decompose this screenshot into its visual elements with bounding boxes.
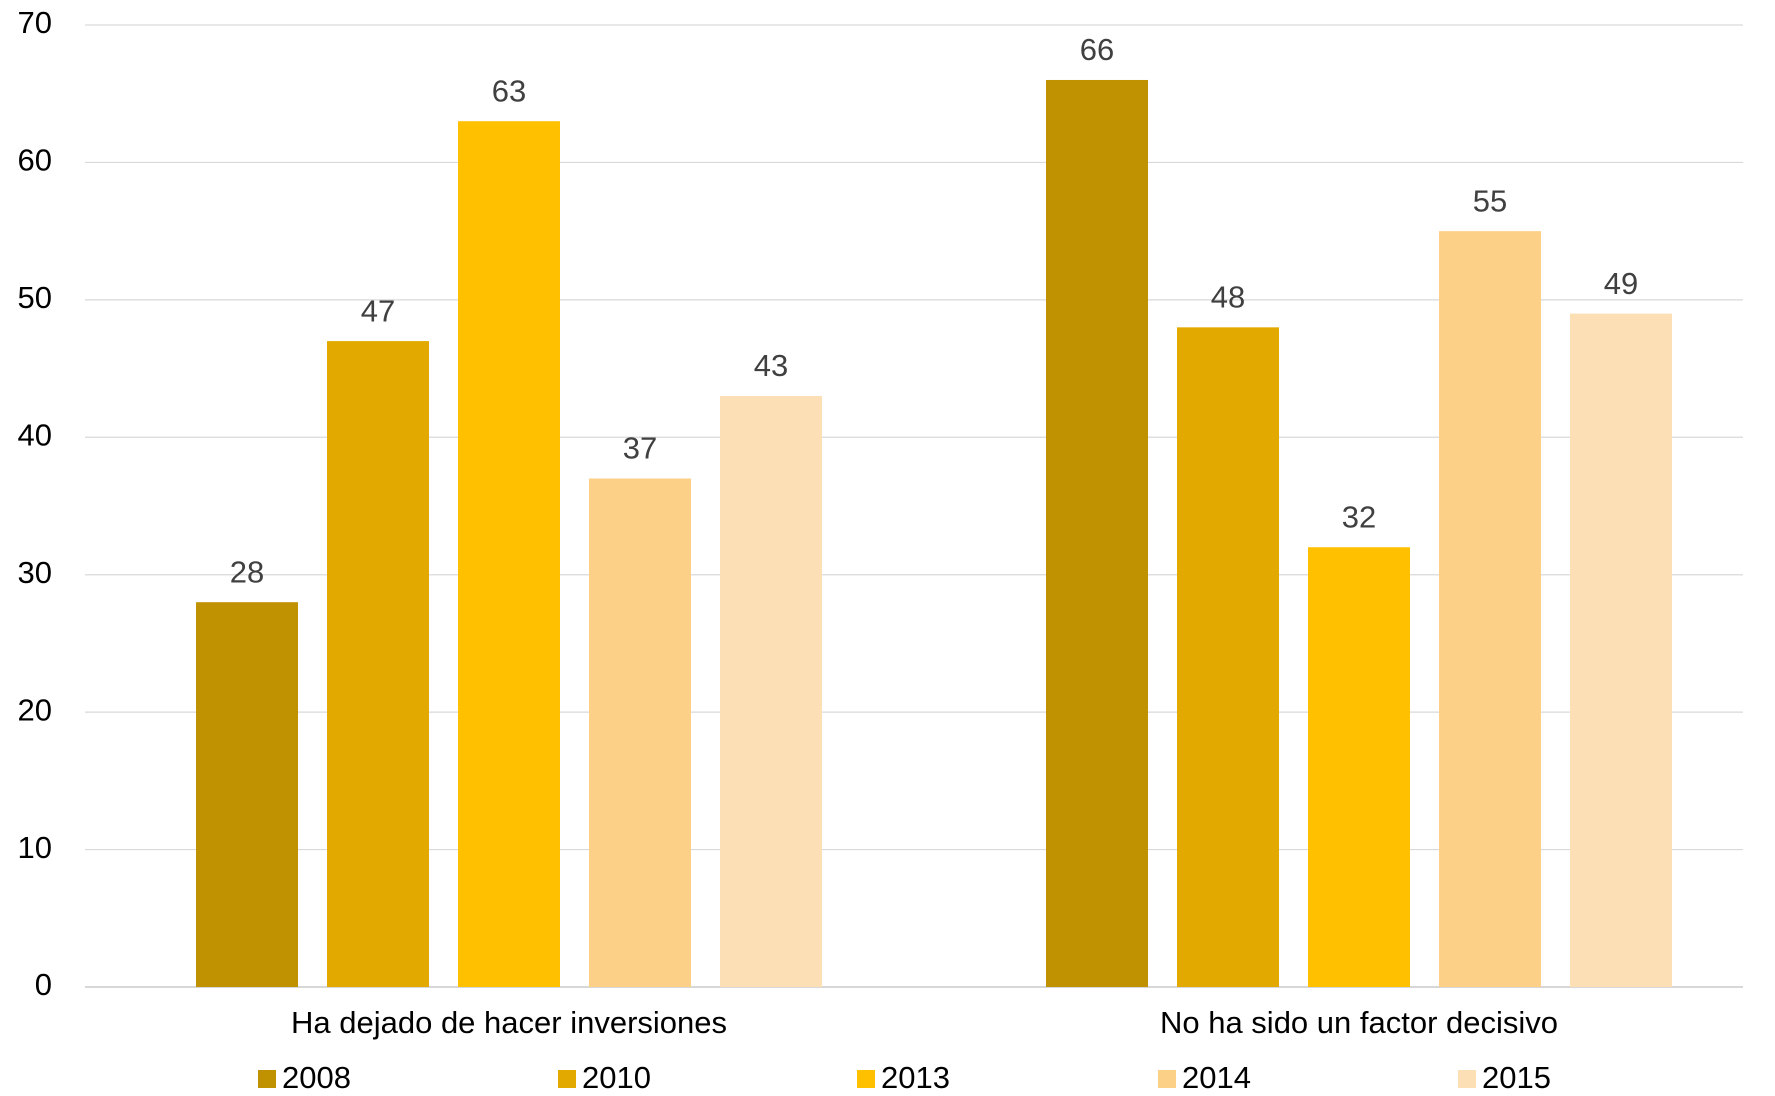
x-tick-label: No ha sido un factor decisivo <box>1160 1005 1558 1040</box>
bar <box>1439 231 1541 988</box>
bar <box>589 478 691 987</box>
bar <box>458 121 560 987</box>
data-label: 49 <box>1604 266 1638 301</box>
data-label: 32 <box>1342 499 1376 534</box>
legend-label: 2014 <box>1182 1060 1251 1095</box>
legend-swatch <box>857 1070 875 1088</box>
bar <box>1308 547 1410 987</box>
legend-label: 2013 <box>881 1060 950 1095</box>
data-label: 43 <box>754 348 788 383</box>
bar <box>196 602 298 987</box>
y-tick-label: 0 <box>35 967 52 1002</box>
x-tick-label: Ha dejado de hacer inversiones <box>291 1005 727 1040</box>
legend-swatch <box>258 1070 276 1088</box>
y-tick-label: 50 <box>18 280 52 315</box>
bar <box>1570 313 1672 988</box>
data-label: 47 <box>361 293 395 328</box>
bar <box>327 341 429 988</box>
legend-label: 2015 <box>1482 1060 1551 1095</box>
legend-swatch <box>1158 1070 1176 1088</box>
bar <box>1177 327 1279 987</box>
data-label: 66 <box>1080 32 1114 67</box>
y-tick-label: 40 <box>18 417 52 452</box>
bar <box>720 396 822 987</box>
data-label: 37 <box>623 431 657 466</box>
bar <box>1046 79 1148 987</box>
legend-swatch <box>558 1070 576 1088</box>
y-tick-label: 60 <box>18 143 52 178</box>
y-tick-label: 30 <box>18 555 52 590</box>
data-label: 63 <box>492 73 526 108</box>
legend-label: 2010 <box>582 1060 651 1095</box>
data-label: 48 <box>1211 280 1245 315</box>
y-tick-label: 10 <box>18 830 52 865</box>
data-label: 28 <box>230 554 264 589</box>
y-tick-label: 70 <box>18 5 52 40</box>
data-label: 55 <box>1473 183 1507 218</box>
y-tick-label: 20 <box>18 692 52 727</box>
legend-label: 2008 <box>282 1060 351 1095</box>
legend-swatch <box>1458 1070 1476 1088</box>
